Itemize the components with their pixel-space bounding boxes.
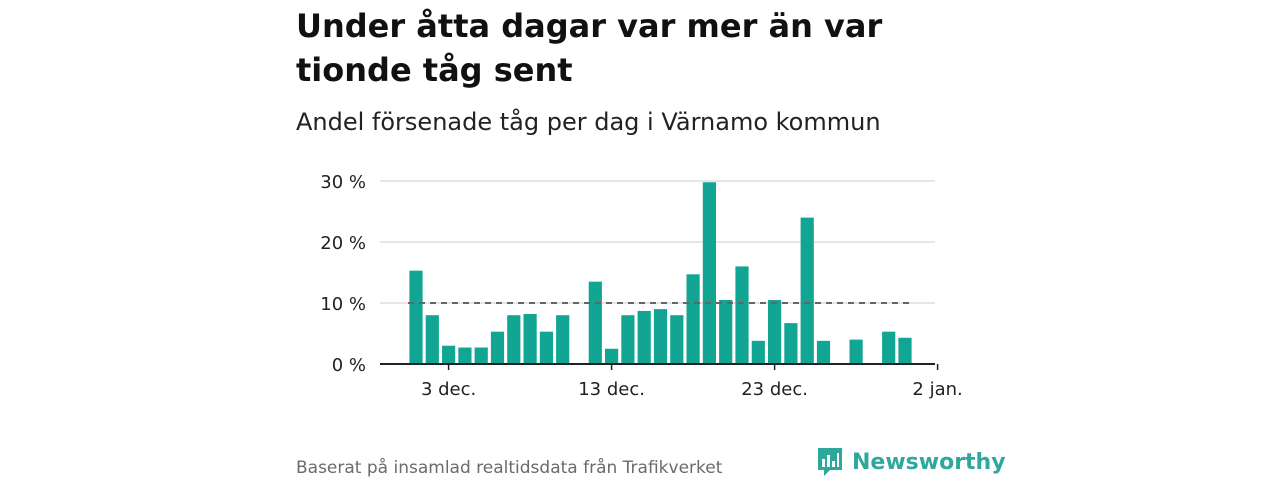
bar-14 bbox=[621, 315, 635, 364]
brand-name: Newsworthy bbox=[852, 449, 1006, 475]
bar-25 bbox=[800, 217, 814, 364]
newsworthy-logo-icon bbox=[818, 448, 842, 476]
bar-8 bbox=[523, 313, 537, 364]
chart-title: Under åtta dagar var mer än var tionde t… bbox=[296, 7, 883, 89]
x-tick-label: 13 dec. bbox=[578, 379, 645, 400]
y-tick-label: 20 % bbox=[320, 233, 366, 254]
bar-19 bbox=[702, 182, 716, 364]
bar-24 bbox=[784, 323, 798, 364]
bar-4 bbox=[458, 347, 472, 364]
bar-2 bbox=[425, 315, 439, 364]
bar-31 bbox=[898, 337, 912, 364]
bar-1 bbox=[409, 270, 423, 364]
chart-subtitle: Andel försenade tåg per dag i Värnamo ko… bbox=[296, 108, 881, 136]
bar-17 bbox=[670, 315, 684, 364]
grid-lines bbox=[380, 180, 935, 304]
x-tick-label: 23 dec. bbox=[741, 379, 808, 400]
y-tick-label: 30 % bbox=[320, 172, 366, 193]
source-note: Baserat på insamlad realtidsdata från Tr… bbox=[296, 458, 723, 478]
bar-16 bbox=[653, 309, 668, 364]
y-tick-label: 10 % bbox=[320, 294, 366, 315]
brand-logo[interactable]: Newsworthy bbox=[816, 446, 1006, 478]
x-tick-label: 2 jan. bbox=[912, 379, 962, 400]
x-tick-label: 3 dec. bbox=[421, 379, 476, 400]
bar-18 bbox=[686, 274, 700, 364]
bar-15 bbox=[637, 310, 651, 364]
bar-12 bbox=[588, 281, 602, 364]
y-axis-tick-labels: 0 % 10 % 20 % 30 % bbox=[320, 172, 366, 376]
bar-30 bbox=[882, 331, 896, 364]
bar-22 bbox=[751, 340, 765, 364]
bar-10 bbox=[556, 315, 570, 364]
bar-20 bbox=[719, 299, 733, 364]
bar-28 bbox=[849, 339, 863, 364]
bar-3 bbox=[442, 345, 456, 364]
y-tick-label: 0 % bbox=[332, 355, 366, 376]
bar-9 bbox=[539, 331, 553, 364]
bars bbox=[409, 182, 912, 364]
bar-21 bbox=[735, 266, 749, 364]
bar-5 bbox=[474, 347, 488, 364]
bar-26 bbox=[816, 340, 831, 364]
bar-23 bbox=[768, 299, 782, 364]
bar-13 bbox=[605, 348, 619, 364]
x-axis: 3 dec. 13 dec. 23 dec. 2 jan. bbox=[380, 363, 963, 400]
bar-6 bbox=[490, 331, 505, 364]
bar-7 bbox=[507, 315, 521, 364]
